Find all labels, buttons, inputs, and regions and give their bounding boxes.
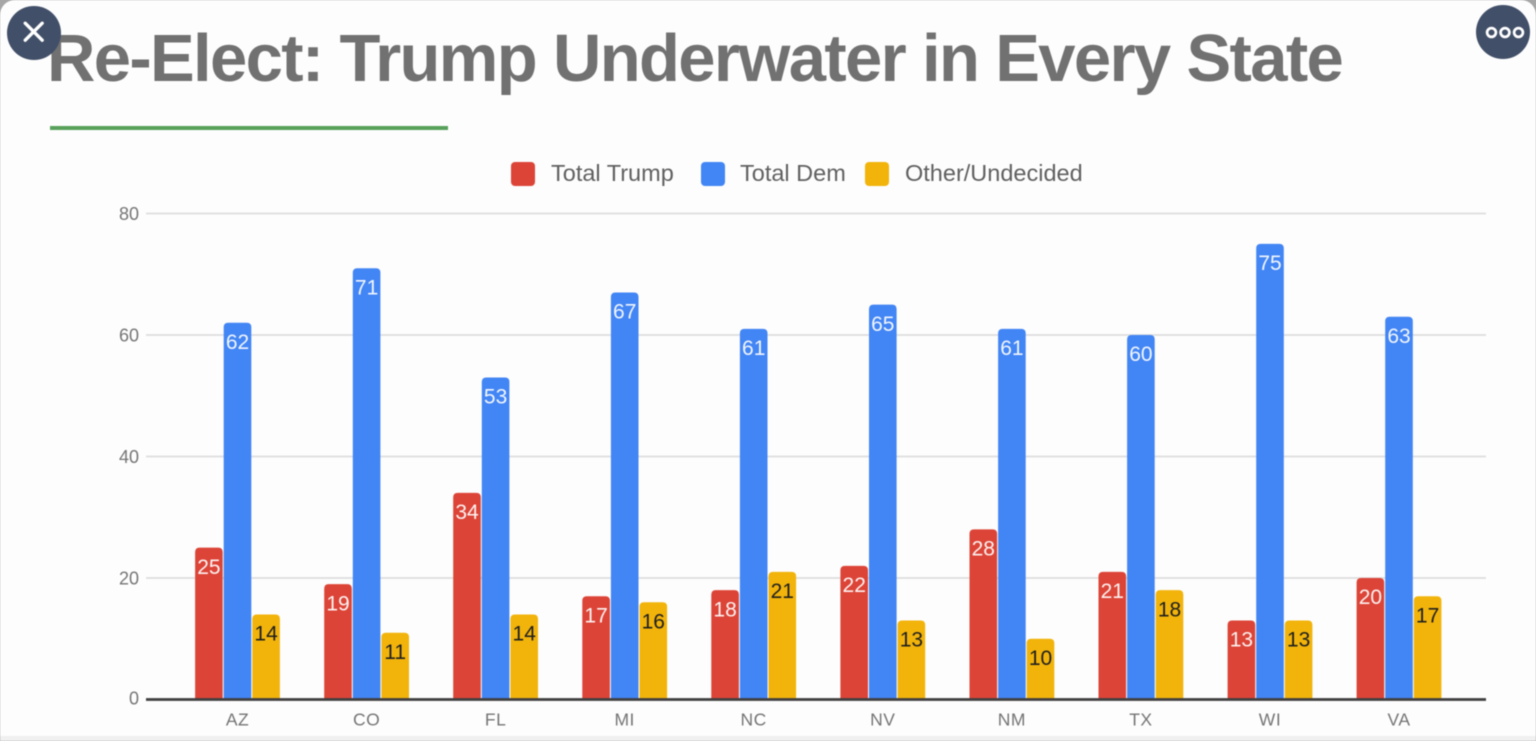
svg-text:13: 13 [900,629,923,652]
svg-text:22: 22 [843,574,866,597]
svg-text:13: 13 [1230,629,1253,652]
svg-text:MI: MI [614,710,634,730]
svg-text:61: 61 [1000,337,1023,360]
svg-text:11: 11 [384,641,406,664]
svg-text:0: 0 [129,689,139,709]
svg-text:25: 25 [197,556,220,579]
svg-text:14: 14 [513,623,537,646]
svg-text:TX: TX [1129,710,1152,730]
svg-text:60: 60 [119,326,139,346]
svg-text:19: 19 [326,592,349,615]
svg-text:NV: NV [870,710,895,730]
svg-text:VA: VA [1387,710,1410,730]
svg-text:62: 62 [226,331,249,354]
svg-text:53: 53 [484,386,507,409]
svg-text:17: 17 [584,604,607,627]
svg-text:21: 21 [771,580,794,603]
svg-text:20: 20 [119,569,139,589]
svg-text:28: 28 [972,538,995,561]
svg-text:NM: NM [998,710,1026,730]
svg-text:16: 16 [642,611,665,634]
svg-text:61: 61 [742,337,765,360]
svg-text:AZ: AZ [226,710,249,730]
svg-text:13: 13 [1287,629,1310,652]
svg-text:18: 18 [713,598,736,621]
svg-text:21: 21 [1101,580,1124,603]
svg-text:63: 63 [1387,325,1410,348]
svg-text:65: 65 [871,313,894,336]
svg-text:WI: WI [1259,710,1281,730]
svg-text:17: 17 [1416,604,1439,627]
svg-text:67: 67 [613,301,636,324]
svg-text:60: 60 [1129,343,1152,366]
svg-text:80: 80 [119,204,139,224]
svg-text:CO: CO [353,710,380,730]
svg-text:75: 75 [1258,252,1281,275]
svg-text:10: 10 [1029,647,1052,670]
svg-text:40: 40 [119,447,139,467]
svg-text:71: 71 [355,276,378,299]
svg-text:18: 18 [1158,598,1181,621]
svg-text:NC: NC [741,710,767,730]
svg-text:14: 14 [254,623,278,646]
svg-text:FL: FL [485,710,506,730]
svg-text:34: 34 [455,501,479,524]
svg-text:20: 20 [1359,586,1382,609]
